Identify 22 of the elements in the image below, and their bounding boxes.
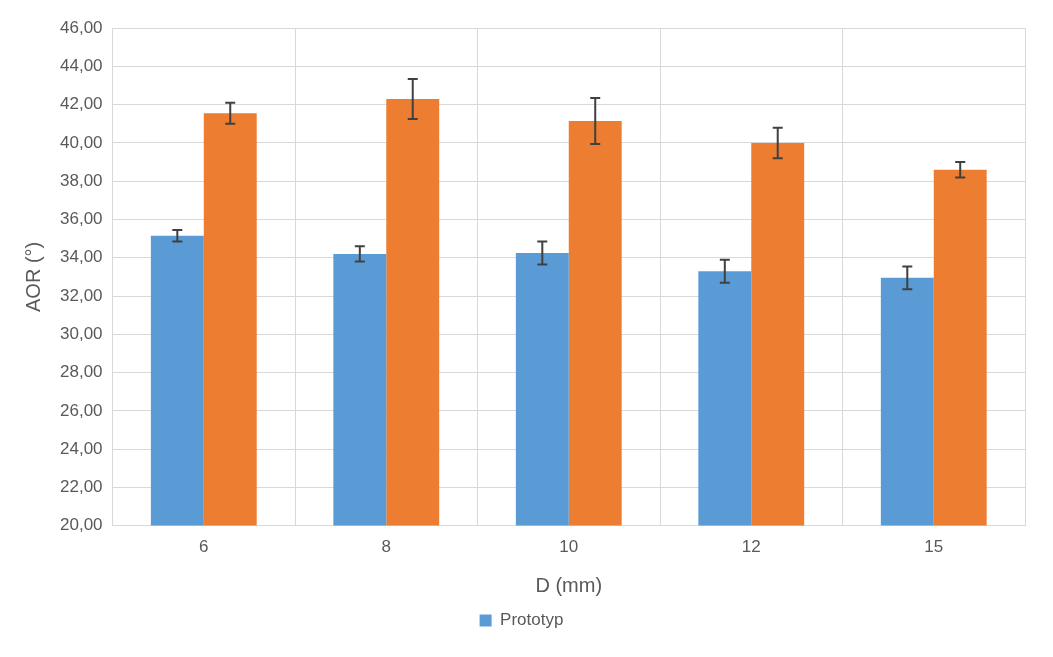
y-tick-label: 22,00	[59, 477, 103, 497]
y-tick-label: 40,00	[59, 132, 103, 152]
y-tick-label: 26,00	[59, 400, 103, 420]
x-axis-title: D (mm)	[535, 573, 603, 596]
y-tick-label: 28,00	[59, 362, 103, 382]
x-tick-label: 8	[381, 537, 392, 557]
y-tick-label: 20,00	[59, 515, 103, 535]
y-tick-label: 30,00	[59, 323, 103, 343]
y-tick-label: 44,00	[59, 56, 103, 76]
y-tick-label: 34,00	[59, 247, 103, 267]
y-tick-label: 24,00	[59, 438, 103, 458]
x-tick-label: 15	[924, 537, 944, 557]
y-tick-label: 46,00	[59, 17, 103, 37]
y-tick-label: 38,00	[59, 170, 103, 190]
x-tick-label: 6	[199, 537, 209, 557]
x-tick-label: 12	[741, 537, 761, 557]
y-tick-label: 36,00	[59, 209, 103, 229]
y-tick-label: 42,00	[59, 94, 103, 114]
legend-label: Prototyp	[500, 610, 564, 630]
x-tick-label: 10	[559, 537, 579, 557]
y-tick-label: 32,00	[59, 285, 103, 305]
y-axis-title: AOR (°)	[21, 241, 44, 313]
